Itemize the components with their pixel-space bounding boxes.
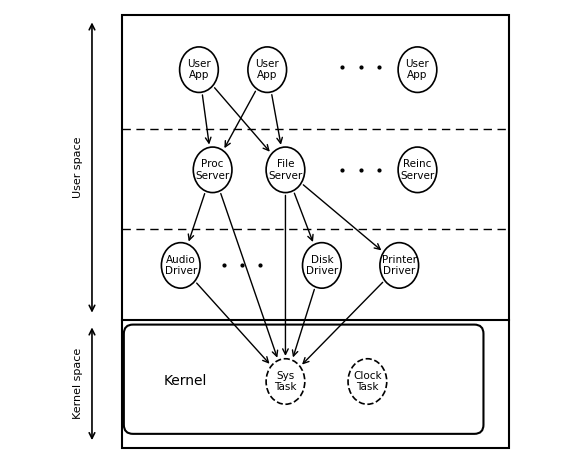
Text: Printer
Driver: Printer Driver [382,255,417,276]
Ellipse shape [380,243,419,288]
Ellipse shape [161,243,200,288]
Ellipse shape [348,359,387,404]
Ellipse shape [248,47,287,93]
Text: User space: User space [73,137,84,198]
Ellipse shape [193,147,232,192]
Text: Sys
Task: Sys Task [274,371,297,393]
Text: Reinc
Server: Reinc Server [400,159,434,180]
Ellipse shape [398,147,437,192]
Ellipse shape [180,47,218,93]
Text: File
Server: File Server [269,159,303,180]
Text: Proc
Server: Proc Server [195,159,230,180]
Ellipse shape [398,47,437,93]
Text: Clock
Task: Clock Task [353,371,382,393]
FancyBboxPatch shape [122,15,509,447]
Text: Kernel: Kernel [164,375,207,388]
Text: User
App: User App [255,59,279,81]
Text: Audio
Driver: Audio Driver [165,255,197,276]
Text: User
App: User App [187,59,211,81]
Ellipse shape [266,147,305,192]
Text: Kernel space: Kernel space [73,348,84,420]
Text: User
App: User App [405,59,429,81]
Ellipse shape [303,243,341,288]
Text: Disk
Driver: Disk Driver [306,255,338,276]
Ellipse shape [266,359,305,404]
FancyBboxPatch shape [124,325,484,434]
